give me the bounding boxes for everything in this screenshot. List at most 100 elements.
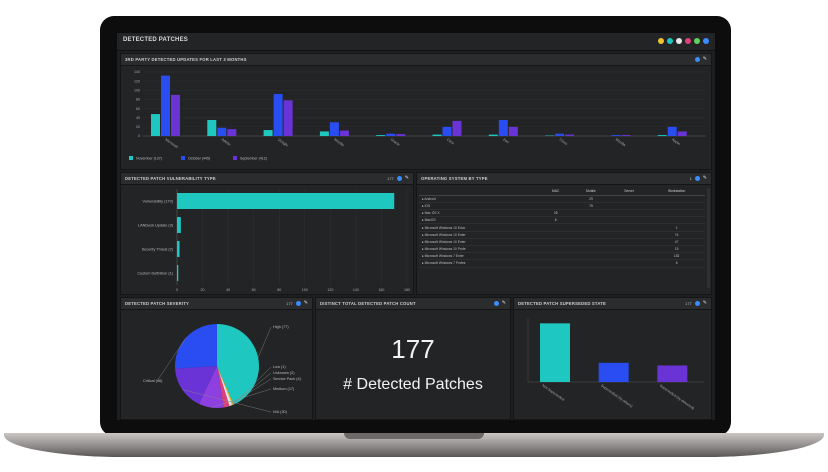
panel-count: 177 <box>685 301 692 306</box>
panel-count: 177 <box>387 176 394 181</box>
pie-slice <box>175 366 217 404</box>
y-tick-label: 60 <box>136 107 140 111</box>
info-icon[interactable] <box>694 176 700 181</box>
x-tick-label: Mozilla <box>615 138 626 148</box>
panel-header: DETECTED PATCH SUPERSEDED STATE 177 ✎ <box>514 298 711 310</box>
y-tick-label: 120 <box>134 79 140 83</box>
wrench-icon[interactable]: ✎ <box>702 56 707 62</box>
info-icon[interactable] <box>694 57 700 62</box>
table-cell <box>610 195 649 203</box>
distinct-count-value: 177 <box>391 334 435 364</box>
bar <box>396 134 406 136</box>
y-tick-label: 40 <box>136 116 140 120</box>
panel-tools: 177 ✎ <box>286 301 308 306</box>
table-cell <box>539 259 572 268</box>
panel-header: DETECTED PATCH VULNERABILITY TYPE 177 ✎ <box>121 173 413 185</box>
table-row[interactable]: ▸ Microsoft Windows 10 Enter 47 <box>419 238 705 247</box>
x-tick-label: Microsoft <box>164 138 178 150</box>
table-row[interactable]: ▸ Microsoft Windows 7 Profes 6 <box>419 259 705 268</box>
pie-label: N/A (30) <box>273 410 288 414</box>
table-row[interactable]: ▸ MacOS 8 <box>419 216 705 225</box>
pie-label: Unknown (2) <box>273 371 295 375</box>
export-icon[interactable] <box>685 38 691 44</box>
table-cell: 8 <box>539 216 572 225</box>
bar <box>329 122 339 136</box>
vulnerability-bar-chart: 0 20 40 60 80 100 120 140 160 180 Vulnerability (1… <box>137 189 410 292</box>
help-icon[interactable] <box>703 38 709 44</box>
table-cell <box>571 238 611 247</box>
bar <box>657 135 667 136</box>
table-cell: ▸ Microsoft Windows 10 Educ <box>419 223 540 232</box>
table-cell <box>539 238 572 247</box>
legend-swatch <box>233 156 237 160</box>
pie-label: High (77) <box>273 325 289 329</box>
bar <box>207 120 217 136</box>
table-row[interactable]: ▸ Microsoft Windows 7 Enter 182 <box>419 252 705 261</box>
bar <box>657 365 688 382</box>
share-icon[interactable] <box>694 38 700 44</box>
table-cell: ▸ Microsoft Windows 10 Enter <box>419 231 540 239</box>
wrench-icon[interactable]: ✎ <box>501 300 506 306</box>
table-cell <box>610 259 649 268</box>
x-tick-label: 80 <box>277 288 281 292</box>
table-scrollbar[interactable] <box>707 188 710 288</box>
wrench-icon[interactable]: ✎ <box>702 300 707 306</box>
column-header[interactable] <box>419 188 540 196</box>
panel-os-by-type: OPERATING SYSTEM BY TYPE 1 ✎ MAC Mobile Se… <box>416 172 712 295</box>
info-icon[interactable] <box>694 301 700 306</box>
column-header[interactable]: MAC <box>539 188 572 196</box>
table-cell <box>571 259 611 268</box>
x-tick-label: Mozilla <box>333 138 344 148</box>
bar <box>498 120 508 136</box>
bar <box>555 133 565 136</box>
wrench-icon[interactable]: ✎ <box>404 175 409 181</box>
bar <box>177 217 181 233</box>
y-tick-label: 0 <box>138 134 140 138</box>
bar <box>171 94 180 136</box>
info-icon[interactable] <box>493 301 499 306</box>
refresh-icon[interactable] <box>667 38 673 44</box>
panel-count: 1 <box>689 176 692 181</box>
x-tick-label: 180 <box>404 288 410 292</box>
os-table-wrap: MAC Mobile Server Workstation ▸ Android 29 ▸ … <box>419 188 705 268</box>
table-cell <box>610 231 649 239</box>
wrench-icon[interactable]: ✎ <box>702 175 707 181</box>
table-row[interactable]: ▸ Microsoft Windows 10 Profe 15 <box>419 245 705 254</box>
distinct-count-caption: # Detected Patches <box>343 376 483 393</box>
table-cell: 15 <box>648 245 705 254</box>
table-row[interactable]: ▸ Android 29 <box>419 195 705 203</box>
table-row[interactable]: ▸ Microsoft Windows 10 Enter 74 <box>419 231 705 239</box>
table-cell: 47 <box>648 238 705 247</box>
y-tick-label: LANDesk Update (3) <box>138 223 174 227</box>
x-tick-label: 0 <box>176 288 178 292</box>
panel-title: DETECTED PATCH VULNERABILITY TYPE <box>125 176 216 181</box>
panel-header: OPERATING SYSTEM BY TYPE 1 ✎ <box>417 173 711 185</box>
bar <box>386 133 396 136</box>
panel-header: 3RD PARTY DETECTED UPDATES FOR LAST 3 MO… <box>121 54 711 66</box>
table-cell <box>571 231 611 239</box>
x-tick-label: 120 <box>327 288 333 292</box>
info-icon[interactable] <box>396 176 402 181</box>
table-cell <box>539 202 572 211</box>
table-cell: ▸ Android <box>419 195 540 203</box>
table-cell: 29 <box>571 195 611 203</box>
table-row[interactable]: ▸ Mac OS X 28 <box>419 209 705 218</box>
star-icon[interactable] <box>658 38 664 44</box>
pie-label: Critical (46) <box>143 379 163 383</box>
table-row[interactable]: ▸ Microsoft Windows 10 Educ 1 <box>419 223 705 232</box>
bar <box>283 100 293 136</box>
window-titlebar: DETECTED PATCHES <box>117 33 715 51</box>
bar <box>432 134 442 136</box>
table-row[interactable]: ▸ iOS 75 <box>419 202 705 211</box>
panel-vulnerability-type: DETECTED PATCH VULNERABILITY TYPE 177 ✎ … <box>120 172 414 295</box>
superseded-bar-chart: Not Superseded Superseded (by others) Supe… <box>527 318 704 411</box>
column-header[interactable]: Workstation <box>648 188 705 196</box>
filter-icon[interactable] <box>676 38 682 44</box>
wrench-icon[interactable]: ✎ <box>303 300 308 306</box>
table-cell: ▸ Microsoft Windows 7 Profes <box>419 259 540 268</box>
column-header[interactable]: Server <box>610 188 649 196</box>
info-icon[interactable] <box>295 301 301 306</box>
table-cell <box>610 223 649 232</box>
pie-slice <box>217 366 234 406</box>
column-header[interactable]: Mobile <box>571 188 611 196</box>
